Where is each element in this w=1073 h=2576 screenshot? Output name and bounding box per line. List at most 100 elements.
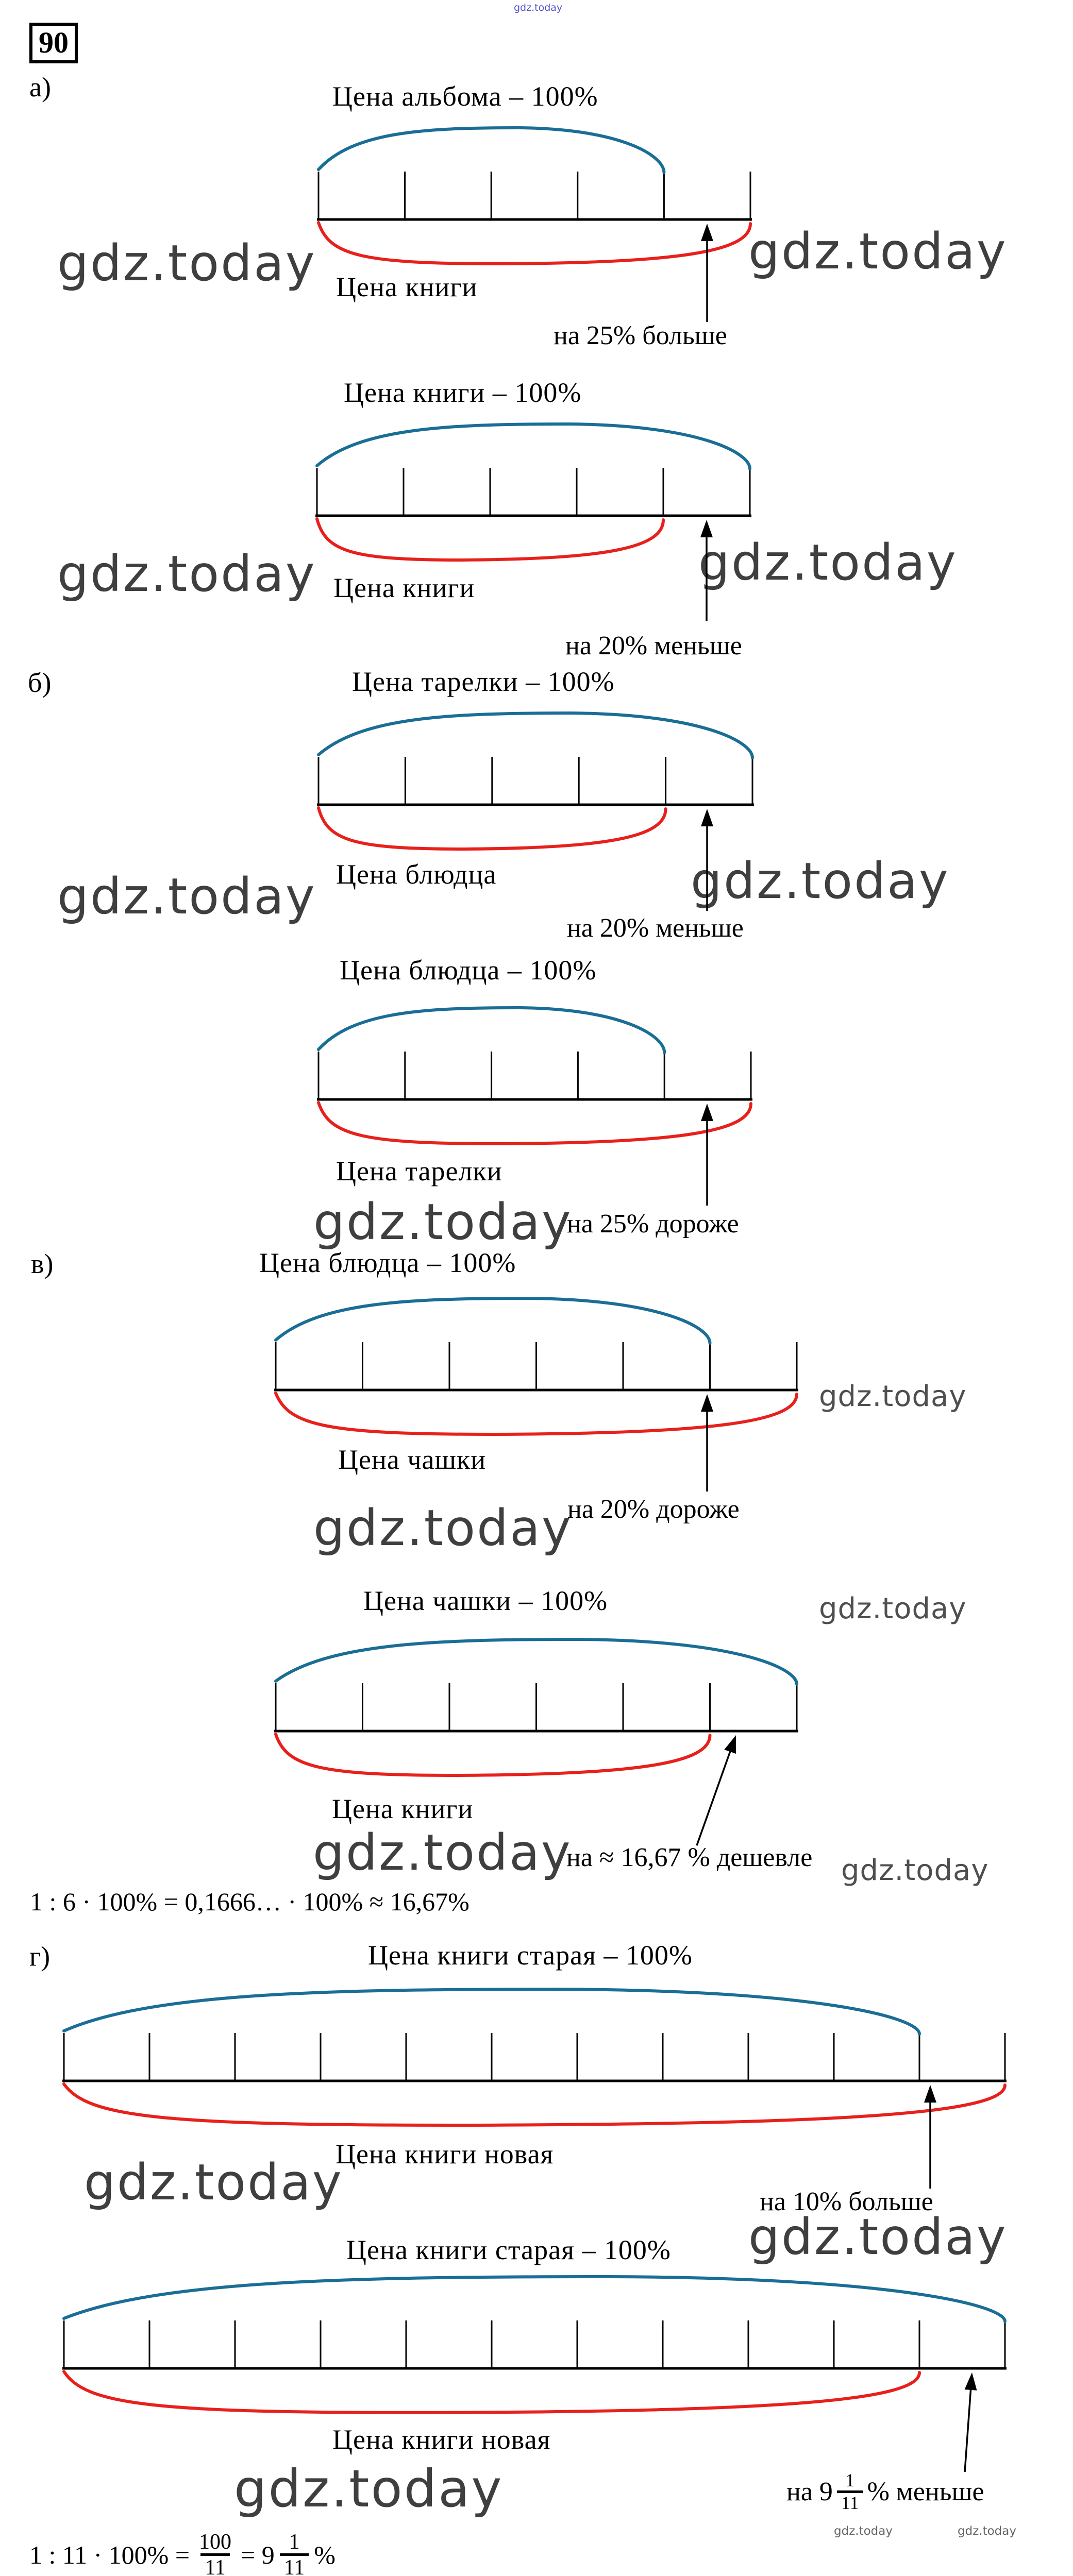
section-letter-а: а)	[29, 72, 51, 103]
red-brace	[317, 221, 752, 266]
diagram-note: на 10% больше	[760, 2187, 933, 2216]
diagram-bottom-label: Цена чашки	[338, 1444, 487, 1475]
arrow-shaft	[696, 1742, 734, 1846]
diagram-g1	[62, 1987, 1007, 2189]
gdz-today-watermark: gdz.today	[748, 2208, 1008, 2266]
gdz-today-watermark: gdz.today	[57, 234, 316, 292]
arrow-head	[701, 1394, 713, 1412]
fraction-1-over-11: 1 11	[836, 2470, 863, 2513]
note-suffix: % меньше	[867, 2477, 984, 2507]
diagram-bottom-label: Цена тарелки	[336, 1156, 502, 1187]
gdz-today-watermark: gdz.today	[698, 534, 958, 591]
diagram-top-label: Цена блюдца – 100%	[259, 1247, 516, 1278]
fraction-denominator: 11	[836, 2490, 863, 2513]
gdz-today-watermark: gdz.today	[84, 2154, 343, 2211]
red-brace	[62, 2082, 1007, 2127]
diagram-bottom-label: Цена книги	[332, 1793, 474, 1824]
note-prefix: на 9	[786, 2477, 833, 2507]
formula-1-text: 1 : 6 · 100% = 0,1666… · 100% ≈ 16,67%	[30, 1887, 470, 1916]
red-brace	[315, 517, 665, 562]
diagram-top-label: Цена книги старая – 100%	[346, 2234, 671, 2265]
diagram-note: на 25% больше	[554, 321, 727, 350]
problem-number-box: 90	[29, 23, 78, 63]
gdz-today-watermark: gdz.today	[748, 223, 1008, 280]
diagram-a1	[317, 126, 752, 322]
formula-percent-less: 1 : 11 · 100% = 100 11 = 9 1 11 %	[29, 2531, 336, 2576]
blue-brace	[274, 1296, 712, 1345]
blue-brace	[317, 711, 754, 759]
arrow-head	[701, 809, 713, 826]
gdz-today-watermark: gdz.today	[57, 545, 316, 603]
diagram-top-label: Цена блюдца – 100%	[340, 955, 597, 986]
diagram-bottom-label: Цена книги	[336, 272, 478, 302]
arrow-shaft	[964, 2380, 973, 2472]
red-brace	[274, 1392, 798, 1436]
gdz-today-watermark: gdz.today	[57, 868, 316, 925]
diagram-v2	[274, 1637, 798, 1846]
section-letter-в: в)	[31, 1248, 54, 1279]
red-brace	[317, 1101, 752, 1146]
gdz-today-watermark: gdz.today	[313, 1824, 572, 1882]
arrow-head	[700, 520, 713, 537]
diagram-top-label: Цена чашки – 100%	[363, 1585, 608, 1616]
gdz-today-watermark: gdz.today	[691, 852, 950, 910]
formula-percent-more: 1 : 6 · 100% = 0,1666… · 100% ≈ 16,67%	[30, 1887, 470, 1917]
formula-2-mid: = 9	[241, 2540, 275, 2570]
fraction-100-over-11: 100 11	[195, 2531, 236, 2576]
gdz-today-watermark: gdz.today	[841, 1854, 989, 1887]
fraction-1-over-11: 1 11	[279, 2530, 309, 2576]
fraction-denominator: 11	[200, 2553, 230, 2576]
gdz-today-watermark: gdz.today	[313, 1499, 573, 1557]
blue-brace	[315, 422, 751, 470]
arrow-head	[701, 1104, 713, 1121]
diagram-top-label: Цена книги – 100%	[344, 377, 582, 408]
diagram-bottom-label: Цена блюдца	[336, 859, 497, 890]
gdz-today-watermark: gdz.today	[234, 2459, 504, 2519]
red-brace	[62, 2370, 921, 2415]
gdz-today-watermark: gdz.today	[958, 2524, 1016, 2538]
diagram-g2	[62, 2275, 1007, 2472]
blue-brace	[62, 2275, 1007, 2323]
diagram-bottom-label: Цена книги новая	[336, 2139, 554, 2170]
diagram-b2	[317, 1006, 752, 1206]
diagram-note: на 20% дороже	[567, 1495, 740, 1524]
formula-2-suffix: %	[314, 2540, 336, 2570]
diagram-top-label: Цена альбома – 100%	[332, 81, 598, 112]
diagram-note: на 9 1 11% меньше	[786, 2470, 984, 2513]
gdz-today-watermark: gdz.today	[819, 1380, 967, 1413]
diagram-a2	[315, 422, 751, 621]
gdz-today-watermark: gdz.today	[313, 1193, 573, 1251]
diagram-note: на 20% меньше	[565, 631, 742, 660]
formula-2-prefix: 1 : 11 · 100% =	[29, 2540, 190, 2570]
section-letter-г: г)	[29, 1941, 51, 1972]
diagram-v1	[274, 1296, 798, 1492]
red-brace	[274, 1733, 712, 1777]
fraction-numerator: 1	[289, 2530, 300, 2554]
arrow-head	[924, 2085, 936, 2103]
blue-brace	[62, 1987, 921, 2036]
diagram-b1	[317, 711, 754, 911]
gdz-today-watermark: gdz.today	[834, 2524, 893, 2538]
fraction-denominator: 11	[279, 2553, 309, 2576]
diagram-note: на ≈ 16,67 % дешевле	[566, 1843, 813, 1872]
section-letter-б: б)	[28, 667, 52, 698]
gdz-today-watermark: gdz.today	[514, 2, 563, 13]
arrow-head	[724, 1735, 736, 1754]
blue-brace	[317, 1006, 666, 1054]
diagram-top-label: Цена тарелки – 100%	[352, 666, 615, 697]
diagram-bottom-label: Цена книги	[333, 572, 475, 603]
red-brace	[317, 806, 667, 851]
fraction-numerator: 100	[199, 2530, 232, 2554]
blue-brace	[317, 126, 666, 174]
gdz-today-watermark: gdz.today	[819, 1592, 967, 1625]
diagram-note: на 25% дороже	[567, 1209, 739, 1239]
diagram-bottom-label: Цена книги новая	[332, 2424, 551, 2455]
diagram-top-label: Цена книги старая – 100%	[368, 1940, 693, 1971]
arrow-head	[701, 224, 713, 241]
blue-brace	[274, 1637, 798, 1686]
diagram-note: на 20% меньше	[567, 913, 744, 943]
fraction-numerator: 1	[845, 2470, 855, 2490]
arrow-head	[964, 2372, 977, 2391]
